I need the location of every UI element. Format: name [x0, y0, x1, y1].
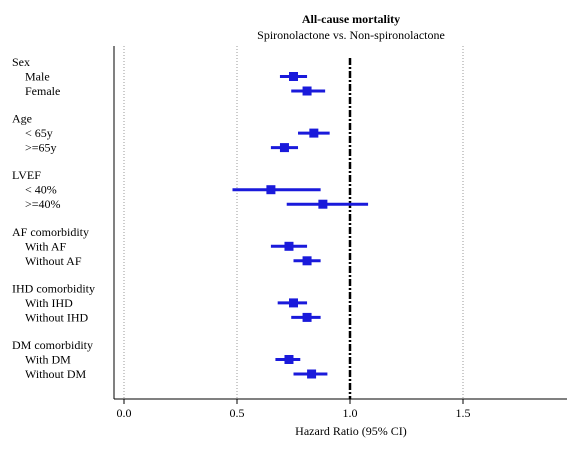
chart-subtitle: Spironolactone vs. Non-spironolactone: [257, 28, 445, 42]
chart-title: All-cause mortality: [302, 12, 400, 26]
row-label-5-0: With DM: [25, 353, 71, 367]
estimates: [232, 72, 369, 379]
row-label-5-1: Without DM: [25, 367, 87, 381]
x-ticks: 0.0 0.5 1.0 1.5: [117, 399, 471, 420]
grid-lines: [123, 46, 464, 399]
x-tick-label-3: 1.5: [456, 406, 471, 420]
estimate-marker-3-0: [284, 241, 294, 251]
row-label-4-0: With IHD: [25, 296, 73, 310]
row-label-3-1: Without AF: [25, 254, 82, 268]
row-label-4-1: Without IHD: [25, 310, 89, 324]
row-label-2-1: >=40%: [25, 197, 61, 211]
x-tick-label-1: 0.5: [230, 406, 245, 420]
estimate-marker-3-1: [302, 256, 312, 266]
row-label-1-1: >=65y: [25, 141, 57, 155]
row-label-0-1: Female: [25, 84, 60, 98]
group-label-4: IHD comorbidity: [12, 281, 95, 295]
x-tick-label-0: 0.0: [117, 406, 132, 420]
row-label-2-0: < 40%: [25, 183, 57, 197]
estimate-marker-4-1: [302, 312, 312, 322]
estimate-marker-4-0: [289, 298, 298, 308]
group-label-3: AF comorbidity: [12, 225, 89, 239]
estimate-marker-5-0: [284, 355, 294, 364]
x-tick-label-2: 1.0: [343, 406, 358, 420]
estimate-marker-1-1: [279, 143, 289, 153]
x-axis-label: Hazard Ratio (95% CI): [295, 424, 407, 438]
group-label-2: LVEF: [12, 168, 41, 182]
estimate-marker-2-1: [318, 199, 328, 209]
row-label-0-0: Male: [25, 70, 50, 84]
estimate-marker-0-1: [302, 86, 312, 96]
estimate-marker-0-0: [289, 72, 298, 81]
plot-frame: [113, 46, 567, 400]
estimate-marker-2-0: [266, 185, 276, 195]
row-label-3-0: With AF: [25, 239, 67, 253]
group-label-1: Age: [12, 112, 32, 126]
group-label-0: Sex: [12, 55, 30, 69]
estimate-marker-5-1: [307, 369, 317, 379]
estimate-marker-1-0: [309, 128, 319, 138]
group-label-5: DM comorbidity: [12, 338, 93, 352]
row-label-1-0: < 65y: [25, 126, 53, 140]
